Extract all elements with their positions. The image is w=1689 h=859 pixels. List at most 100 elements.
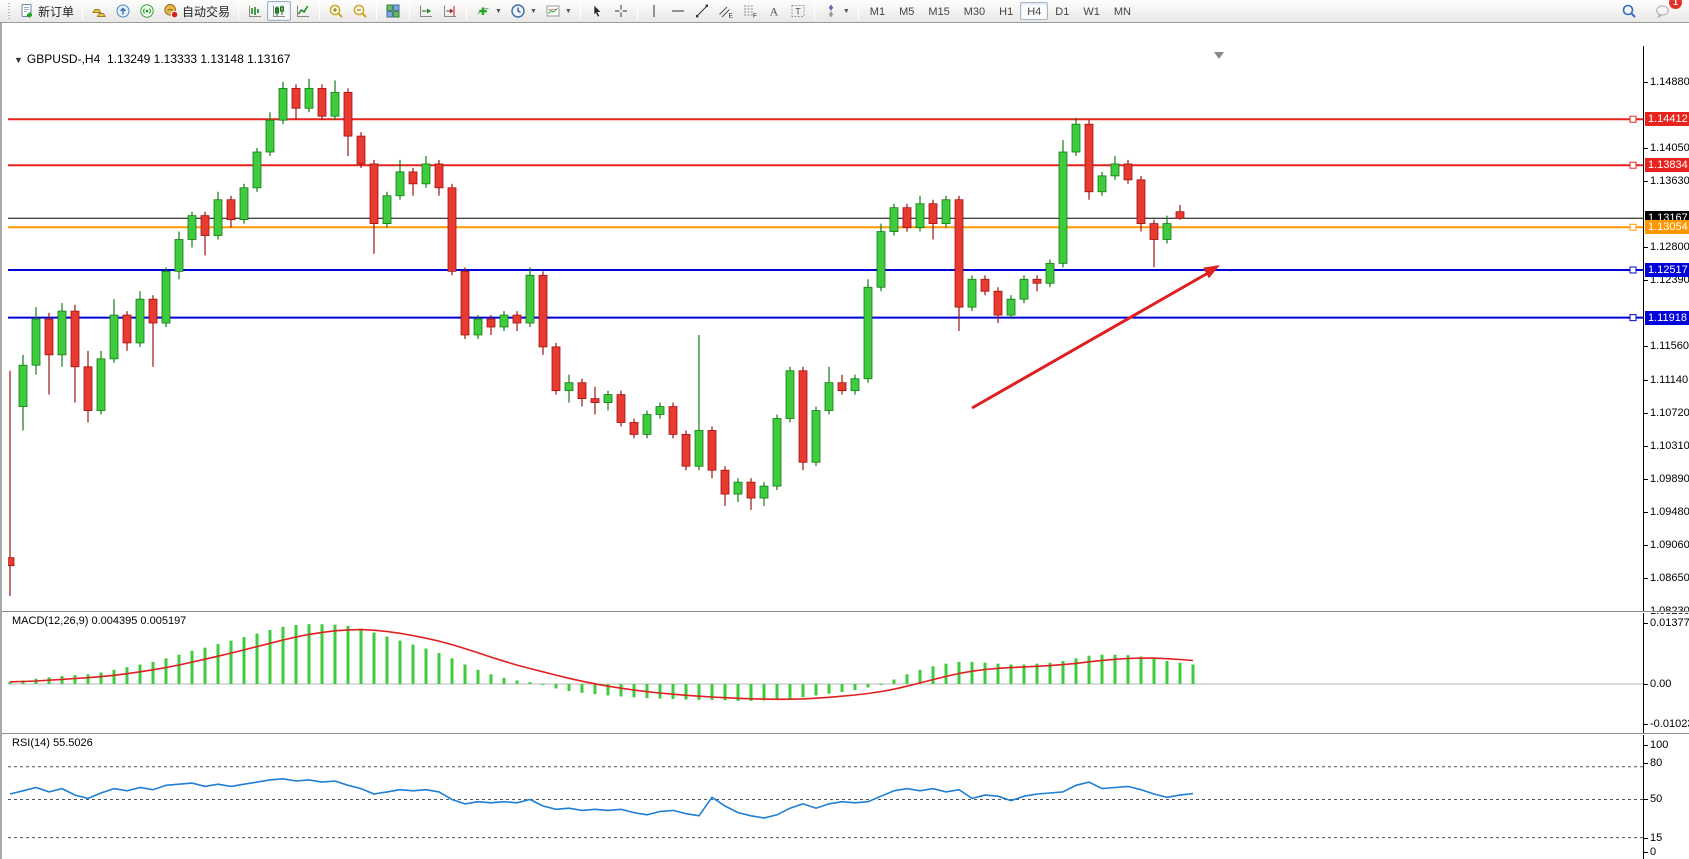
bar-chart-button[interactable]	[243, 1, 267, 21]
chart-bar-icon	[249, 5, 262, 17]
trend-arrow-annotation[interactable]	[971, 265, 1220, 410]
toolbar-separator	[238, 2, 240, 20]
template-icon	[546, 5, 560, 17]
axis-tick-mark	[1643, 280, 1648, 282]
market-watch-button[interactable]	[87, 1, 111, 21]
rsi-axis-label: 0	[1650, 846, 1657, 858]
macd-panel-separator[interactable]	[2, 611, 1689, 613]
auto-scroll-button[interactable]	[414, 1, 438, 21]
timeframe-m30[interactable]: M30	[963, 6, 986, 18]
textA-icon: A	[770, 5, 779, 19]
clock-icon	[511, 4, 525, 18]
tile-icon	[386, 4, 400, 18]
rsi-axis-label: 50	[1650, 793, 1663, 805]
equidistant-channel-button[interactable]: E	[714, 1, 738, 21]
crosshair-button[interactable]	[609, 1, 633, 21]
price-tick-label: 1.14880	[1650, 76, 1689, 88]
publish-chart-button[interactable]	[111, 1, 135, 21]
axis-tick-mark	[1643, 82, 1648, 83]
macd-indicator-label: MACD(12,26,9) 0.004395 0.005197	[12, 615, 187, 627]
macd-axis-label: -0.010239	[1650, 718, 1689, 730]
autotrade-button[interactable]: 自动交易	[159, 1, 234, 21]
periods-button[interactable]: ▼	[506, 1, 541, 21]
price-tick-label: 1.11140	[1650, 373, 1689, 386]
horizontal-line-button[interactable]	[666, 1, 690, 21]
chat-button[interactable]: 1	[1651, 0, 1682, 21]
price-line-value-label: 1.11918	[1645, 310, 1689, 325]
timeframe-h4[interactable]: H4	[1020, 2, 1049, 20]
toolbar-separator	[813, 2, 815, 20]
toolbar-separator	[82, 2, 84, 20]
autotrade-icon	[164, 4, 179, 19]
line-anchor-handle[interactable]	[1629, 115, 1637, 123]
search-button[interactable]	[1617, 1, 1641, 21]
zoom-in-button[interactable]	[324, 1, 348, 21]
dropdown-caret-icon[interactable]: ▼	[564, 7, 572, 15]
templates-button[interactable]: ▼	[541, 1, 576, 21]
timeframe-m5[interactable]: M5	[899, 6, 915, 18]
toolbar-grip[interactable]	[7, 3, 12, 19]
chart-shift-button[interactable]	[438, 1, 462, 21]
price-line-value-label: 1.14412	[1645, 112, 1689, 127]
toolbar-separator	[409, 2, 411, 20]
dropdown-caret-icon[interactable]: ▼	[529, 7, 537, 15]
axis-tick-mark	[1643, 478, 1648, 480]
line-anchor-handle[interactable]	[1629, 314, 1637, 322]
text-button[interactable]: A	[762, 1, 786, 21]
notification-badge: 1	[1669, 0, 1682, 9]
text-label-button[interactable]: T	[786, 1, 810, 21]
toolbar-separator	[466, 2, 468, 20]
ind-add-icon	[477, 7, 489, 15]
price-tick-label: 1.09890	[1650, 472, 1689, 485]
signals-button[interactable]	[135, 1, 159, 21]
timeframe-w1[interactable]: W1	[1083, 6, 1100, 18]
chart-ohlc-values: 1.13249 1.13333 1.13148 1.13167	[106, 52, 291, 66]
axis-tick-mark	[1643, 445, 1648, 447]
timeframe-mn[interactable]: MN	[1113, 6, 1131, 18]
chart-shift-marker-icon[interactable]	[1214, 52, 1224, 59]
rsi-panel[interactable]	[8, 735, 1643, 859]
fibonacci-button[interactable]: F	[738, 1, 762, 21]
collapse-triangle-icon[interactable]: ▼	[14, 55, 23, 65]
rsi-axis-label: 80	[1650, 757, 1663, 769]
macd-panel[interactable]	[8, 613, 1643, 733]
price-tick-label: 1.12800	[1650, 241, 1689, 254]
price-tick-label: 1.10720	[1650, 406, 1689, 419]
indicators-button[interactable]: ▼	[471, 1, 506, 21]
arrows-icon	[828, 4, 834, 18]
axis-tick-mark	[1643, 577, 1648, 579]
toolbar-separator	[857, 2, 859, 20]
arrows-tool-button[interactable]: ▼	[819, 1, 854, 21]
line-anchor-handle[interactable]	[1629, 266, 1637, 274]
trendline-button[interactable]	[690, 1, 714, 21]
rsi-panel-separator[interactable]	[2, 733, 1689, 735]
line-anchor-handle[interactable]	[1629, 161, 1637, 169]
cursor-button[interactable]	[585, 1, 609, 21]
candlestick-chart-button[interactable]	[267, 1, 292, 21]
timeframe-h1[interactable]: H1	[999, 6, 1014, 18]
doc-plus-icon	[21, 4, 32, 18]
dropdown-caret-icon[interactable]: ▼	[495, 7, 502, 15]
candlestick-series[interactable]	[8, 78, 1185, 596]
tile-windows-button[interactable]	[381, 1, 405, 21]
dropdown-caret-icon[interactable]: ▼	[842, 7, 850, 15]
chart-window: ▼ GBPUSD-,H4 1.13249 1.13333 1.13148 1.13…	[0, 23, 1689, 859]
new-order-button[interactable]: 新订单	[15, 1, 78, 21]
line-chart-button[interactable]	[291, 1, 315, 21]
line-anchor-handle[interactable]	[1629, 223, 1637, 231]
zoom-out-button[interactable]	[348, 1, 372, 21]
axis-tick-mark	[1643, 544, 1648, 546]
toolbar-right: 1	[1617, 0, 1685, 21]
rsi-line	[9, 777, 1194, 819]
timeframe-m1[interactable]: M1	[869, 6, 886, 18]
vertical-line-button[interactable]	[642, 1, 666, 21]
price-scale-axis-line	[1643, 46, 1644, 859]
timeframe-m15[interactable]: M15	[928, 6, 950, 18]
chart-shift-icon	[444, 5, 457, 17]
trend-icon	[695, 4, 708, 18]
timeframe-d1[interactable]: D1	[1055, 6, 1070, 18]
price-chart-panel[interactable]	[8, 46, 1643, 611]
chart-candle-icon	[273, 5, 286, 17]
rsi-axis-label: 15	[1650, 832, 1663, 844]
